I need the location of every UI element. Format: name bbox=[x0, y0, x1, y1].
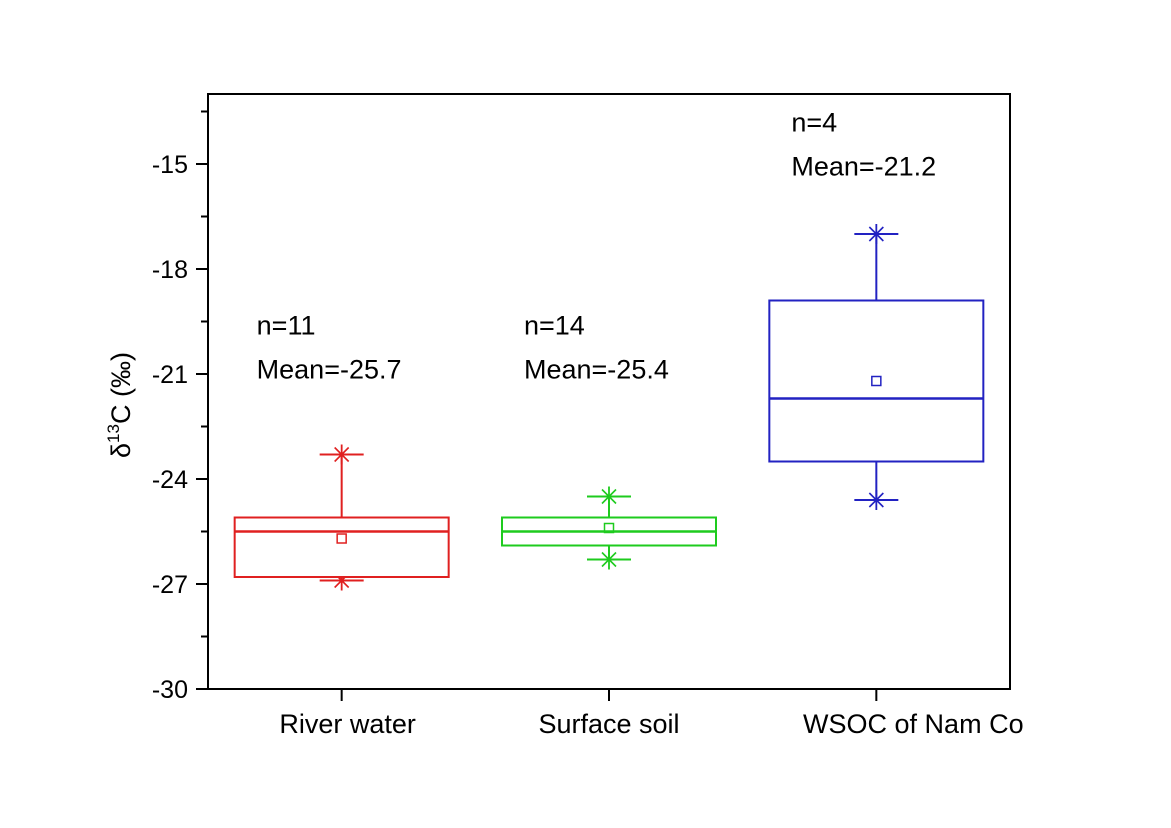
annotation-n: n=11 bbox=[257, 311, 316, 341]
iqr-box bbox=[233, 516, 450, 578]
y-tick-label: -30 bbox=[152, 676, 188, 704]
y-tick-label: -21 bbox=[152, 361, 188, 389]
annotation-n: n=4 bbox=[791, 108, 837, 138]
y-axis: -15 -18 -21 -24 -27 -30 bbox=[152, 110, 208, 704]
y-tick-label: -18 bbox=[152, 256, 188, 284]
y-axis-title: δ13C (‰) bbox=[104, 352, 136, 458]
whisker-end-asterisk bbox=[601, 549, 617, 570]
whisker-end-asterisk bbox=[601, 486, 617, 507]
annotation-mean: Mean=-25.4 bbox=[524, 355, 669, 385]
whisker-end-asterisk bbox=[868, 490, 884, 510]
x-category-label: River water bbox=[279, 709, 416, 739]
x-axis: River water Surface soil WSOC of Nam Co bbox=[279, 689, 1024, 739]
mean-marker bbox=[336, 533, 347, 544]
mean-marker bbox=[871, 375, 882, 387]
box-river-water: n=11 Mean=-25.7 bbox=[233, 311, 450, 591]
annotation-mean: Mean=-25.7 bbox=[257, 355, 402, 385]
x-category-label: Surface soil bbox=[538, 709, 679, 739]
y-tick-label: -24 bbox=[152, 466, 188, 494]
iqr-box bbox=[768, 299, 985, 463]
y-tick-label: -27 bbox=[152, 571, 188, 599]
annotation-mean: Mean=-21.2 bbox=[791, 152, 936, 182]
y-tick-label: -15 bbox=[152, 151, 188, 179]
whisker-end-asterisk bbox=[334, 444, 350, 465]
mean-marker bbox=[603, 522, 615, 534]
annotation-n: n=14 bbox=[524, 311, 585, 341]
box-wsoc-of-nam-co: n=4 Mean=-21.2 bbox=[768, 108, 985, 510]
box-surface-soil: n=14 Mean=-25.4 bbox=[501, 311, 717, 570]
x-category-label: WSOC of Nam Co bbox=[803, 709, 1024, 739]
whisker-end-asterisk bbox=[868, 224, 884, 244]
